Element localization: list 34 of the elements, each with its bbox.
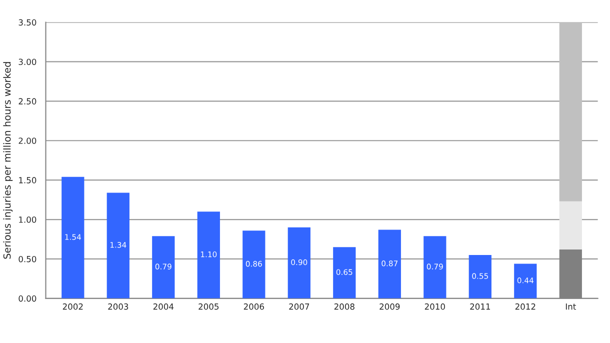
y-tick-label: 1.00 bbox=[19, 216, 36, 223]
bar bbox=[106, 192, 130, 298]
y-tick-label: 0.00 bbox=[18, 295, 36, 302]
y-tick-label: 2.00 bbox=[18, 138, 36, 144]
bar bbox=[559, 201, 582, 250]
y-tick-label: 3.50 bbox=[18, 19, 36, 26]
y-tick-label: 3.00 bbox=[18, 58, 36, 66]
bar bbox=[333, 247, 356, 298]
bar bbox=[152, 236, 175, 298]
bar bbox=[514, 264, 537, 298]
bar bbox=[559, 22, 582, 202]
x-tick-label: 2002 bbox=[62, 303, 83, 310]
x-tick-label: 2007 bbox=[289, 303, 310, 310]
x-tick-label: 2006 bbox=[244, 303, 264, 310]
bar bbox=[197, 212, 220, 298]
y-axis-title: Serious injuries per million hours worked bbox=[3, 62, 13, 259]
x-tick-label: 2009 bbox=[380, 303, 400, 310]
x-tick-label: Int bbox=[566, 304, 576, 310]
x-tick-label: 2010 bbox=[424, 303, 445, 310]
x-tick-label: 2003 bbox=[108, 303, 128, 310]
x-tick-label: 2012 bbox=[515, 303, 536, 310]
bar bbox=[62, 176, 84, 298]
bar bbox=[378, 230, 401, 298]
x-tick-label: 2005 bbox=[198, 303, 219, 310]
bar bbox=[242, 230, 266, 298]
x-tick-label: 2011 bbox=[470, 303, 490, 310]
bar bbox=[424, 236, 446, 298]
y-tick-label: 1.50 bbox=[19, 177, 36, 184]
y-tick-label: 0.50 bbox=[18, 256, 36, 262]
bar bbox=[288, 227, 310, 298]
y-tick-label: 2.50 bbox=[18, 98, 36, 104]
bar bbox=[468, 255, 492, 298]
x-tick-label: 2004 bbox=[153, 303, 174, 310]
x-tick-label: 2008 bbox=[334, 303, 354, 310]
